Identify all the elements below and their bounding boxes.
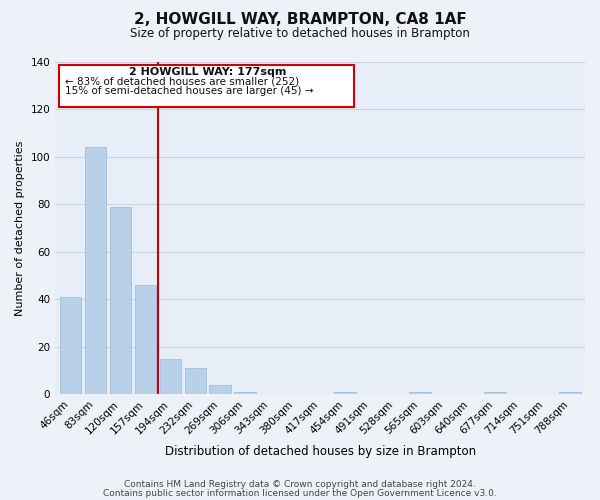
Bar xyxy=(134,285,156,395)
Bar xyxy=(110,206,131,394)
Text: ← 83% of detached houses are smaller (252): ← 83% of detached houses are smaller (25… xyxy=(65,77,299,87)
Text: Size of property relative to detached houses in Brampton: Size of property relative to detached ho… xyxy=(130,28,470,40)
Text: Contains public sector information licensed under the Open Government Licence v3: Contains public sector information licen… xyxy=(103,488,497,498)
Y-axis label: Number of detached properties: Number of detached properties xyxy=(15,140,25,316)
Bar xyxy=(484,392,506,394)
FancyBboxPatch shape xyxy=(59,65,354,106)
Bar xyxy=(235,392,256,394)
Bar xyxy=(185,368,206,394)
Text: 2, HOWGILL WAY, BRAMPTON, CA8 1AF: 2, HOWGILL WAY, BRAMPTON, CA8 1AF xyxy=(134,12,466,28)
Bar xyxy=(209,385,231,394)
Bar xyxy=(334,392,356,394)
Text: 2 HOWGILL WAY: 177sqm: 2 HOWGILL WAY: 177sqm xyxy=(129,68,286,78)
Text: 15% of semi-detached houses are larger (45) →: 15% of semi-detached houses are larger (… xyxy=(65,86,314,97)
X-axis label: Distribution of detached houses by size in Brampton: Distribution of detached houses by size … xyxy=(164,444,476,458)
Bar xyxy=(409,392,431,394)
Bar xyxy=(59,297,81,394)
Bar xyxy=(559,392,581,394)
Bar xyxy=(160,359,181,394)
Bar xyxy=(85,147,106,394)
Text: Contains HM Land Registry data © Crown copyright and database right 2024.: Contains HM Land Registry data © Crown c… xyxy=(124,480,476,489)
